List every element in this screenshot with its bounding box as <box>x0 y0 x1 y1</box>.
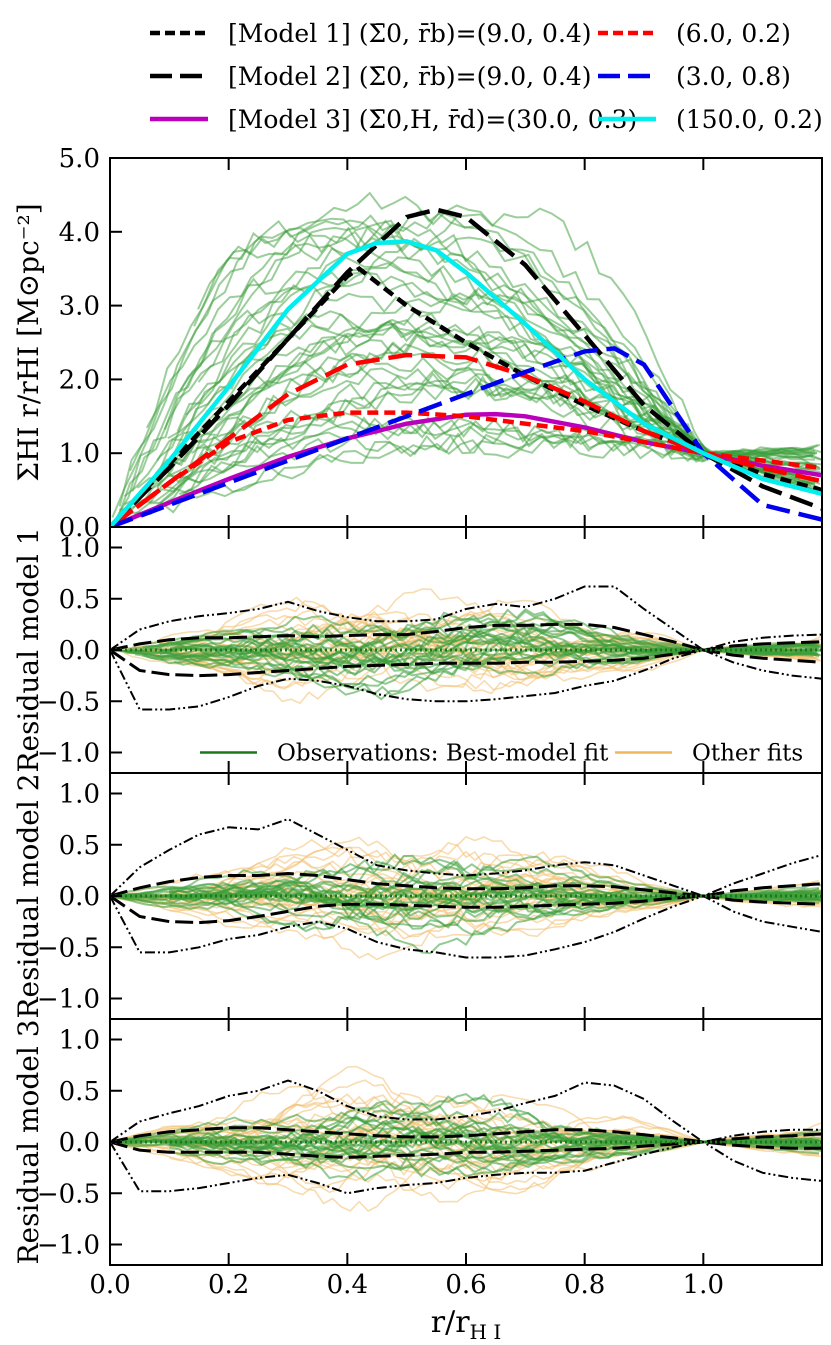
y-tick-label: −0.5 <box>37 687 100 717</box>
legend-label: Other fits <box>692 741 803 767</box>
y-tick-label: 1.0 <box>59 780 100 810</box>
plot-area-residual3 <box>110 1065 822 1212</box>
y-tick-label: 0.5 <box>59 585 100 615</box>
envelope-inner-lower <box>110 894 822 925</box>
y-tick-label: 0.0 <box>59 636 100 666</box>
envelope-inner-upper <box>110 871 822 898</box>
y-tick-label: −1.0 <box>37 739 100 769</box>
x-axis-label-subscript: H I <box>470 1320 502 1344</box>
y-tick-label: 0.0 <box>59 882 100 912</box>
observed-profile <box>135 207 813 504</box>
model-curve <box>110 410 822 527</box>
observed-profile <box>193 226 812 487</box>
y-tick-label: 3.0 <box>59 292 100 322</box>
legend-label: [Model 3] (Σ̄0,H, r̄d)=(30.0, 0.3) <box>228 105 637 134</box>
x-tick-label: 0.4 <box>327 1270 368 1300</box>
x-axis-label: r/rH I <box>431 1305 502 1344</box>
x-tick-label: 0.2 <box>208 1270 249 1300</box>
observed-profile <box>119 331 820 511</box>
observed-profile <box>110 286 811 527</box>
top-legend: [Model 1] (Σ̄0, r̄b)=(9.0, 0.4) (6.0, 0.2… <box>150 19 823 134</box>
plot-area-profiles <box>110 191 822 527</box>
y-tick-label: −0.5 <box>37 1179 100 1209</box>
y-tick-label: −0.5 <box>37 933 100 963</box>
y-axis-label: ΣHI r/rHI [M⊙pc⁻²] <box>12 203 45 481</box>
legend-label: (3.0, 0.8) <box>676 62 791 91</box>
model-curve <box>110 207 822 527</box>
envelope-outer-upper <box>110 585 822 652</box>
y-axis-label: Residual model 3 <box>12 1019 45 1264</box>
panel-residual3: −1.0 −0.5 0.0 0.5 1.0 Residual model 3 <box>12 1018 823 1266</box>
x-axis: 0.0 0.2 0.4 0.6 0.8 1.0 r/rH I <box>89 1270 724 1344</box>
y-tick-label: 0.0 <box>59 513 100 543</box>
y-tick-label: 5.0 <box>59 144 100 174</box>
legend-label: (6.0, 0.2) <box>676 19 791 48</box>
panel-residual2: −1.0 −0.5 0.0 0.5 1.0 Residual model 2 <box>12 772 823 1020</box>
y-tick-label: 0.5 <box>59 1077 100 1107</box>
y-tick-label: 1.0 <box>59 1026 100 1056</box>
panel-residual1: Observations: Best-model fit Other fits −1… <box>12 526 823 774</box>
x-tick-label: 0.6 <box>445 1270 486 1300</box>
model-curve <box>110 239 822 527</box>
y-tick-label: 0.0 <box>59 1128 100 1158</box>
y-axis-label: Residual model 1 <box>12 527 45 772</box>
x-tick-label: 1.0 <box>683 1270 724 1300</box>
model-curve <box>110 346 822 527</box>
y-tick-label: −1.0 <box>37 985 100 1015</box>
envelope-inner-lower <box>110 648 822 678</box>
legend-label: Observations: Best-model fit <box>277 741 609 767</box>
residual-legend: Observations: Best-model fit Other fits <box>200 741 803 767</box>
y-tick-label: 1.0 <box>59 439 100 469</box>
plot-area-residual2 <box>110 818 822 961</box>
legend-label: (150.0, 0.2) <box>676 105 823 134</box>
panel-profiles: 0.0 1.0 2.0 3.0 4.0 5.0 ΣHI r/rHI [M⊙pc⁻²] <box>12 144 823 543</box>
legend-label: [Model 2] (Σ̄0, r̄b)=(9.0, 0.4) <box>228 62 592 91</box>
y-tick-label: 2.0 <box>59 365 100 395</box>
observed-profile <box>118 412 820 520</box>
y-tick-label: 0.5 <box>59 831 100 861</box>
envelope-outer-lower <box>110 1140 822 1195</box>
x-tick-label: 0.0 <box>89 1270 130 1300</box>
legend-label: [Model 1] (Σ̄0, r̄b)=(9.0, 0.4) <box>228 19 592 48</box>
y-axis-label: Residual model 2 <box>12 773 45 1018</box>
envelope-outer-lower <box>110 648 822 711</box>
plot-area-residual1 <box>110 585 822 711</box>
observed-profile <box>114 420 815 525</box>
y-tick-label: −1.0 <box>37 1231 100 1261</box>
x-tick-label: 0.8 <box>564 1270 605 1300</box>
y-tick-label: 4.0 <box>59 218 100 248</box>
y-tick-label: 1.0 <box>59 534 100 564</box>
